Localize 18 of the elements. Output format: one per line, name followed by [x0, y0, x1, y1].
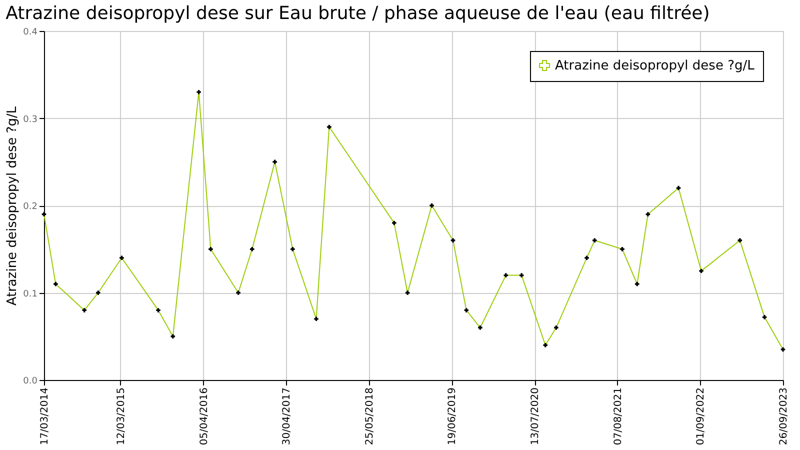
x-tick-label: 17/03/2014 [40, 388, 50, 446]
y-tick-label: 0.2 [23, 202, 38, 212]
legend-label: Atrazine deisopropyl dese ?g/L [555, 58, 756, 74]
x-tick-label: 19/06/2019 [447, 388, 458, 446]
y-axis-title: Atrazine deisopropyl dese ?g/L [5, 106, 20, 306]
x-tick-label: 30/04/2017 [282, 388, 293, 446]
chart-title: Atrazine deisopropyl dese sur Eau brute / phase aqueuse de l'eau (eau filtrée) [6, 3, 710, 24]
x-tick-label: 07/08/2021 [612, 388, 624, 446]
y-tick-label: 0.1 [23, 289, 38, 300]
x-tick-label: 12/03/2015 [116, 388, 127, 446]
x-tick-label: 25/05/2018 [364, 388, 376, 446]
y-tick-label: 0.3 [23, 114, 38, 125]
y-tick-label: 0.0 [23, 376, 38, 386]
x-tick-label: 13/07/2020 [530, 388, 542, 446]
x-tick-label: 26/09/2023 [778, 388, 790, 446]
x-tick-label: 01/09/2022 [696, 388, 707, 446]
x-tick-label: 05/04/2016 [198, 388, 210, 446]
y-tick-label: 0.4 [23, 28, 38, 38]
